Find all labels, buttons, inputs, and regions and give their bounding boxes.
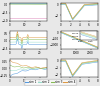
Legend: sim 1, sim 2, sim 3, sim 4: sim 1, sim 2, sim 3, sim 4 (24, 79, 76, 85)
